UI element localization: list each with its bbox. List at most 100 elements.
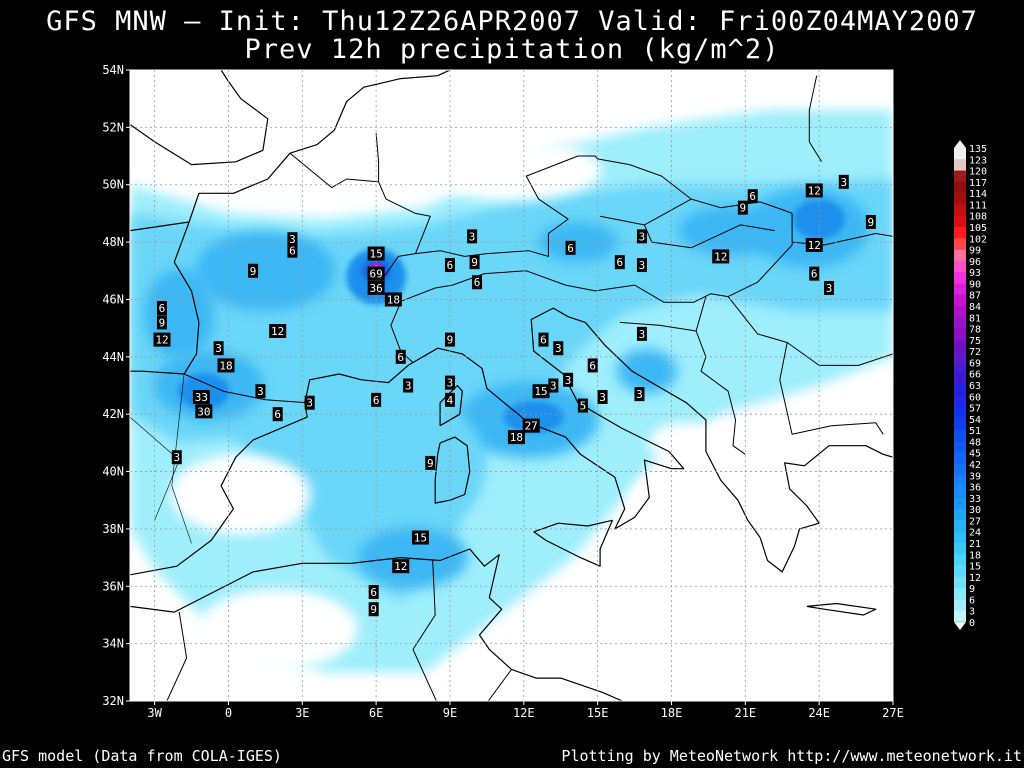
border-central-south (398, 213, 793, 303)
contour-label-text: 18 (510, 431, 523, 444)
colorbar-label: 90 (969, 279, 981, 290)
contour-label-box (805, 183, 823, 198)
plot-frame (129, 69, 894, 702)
contour-label-box (304, 395, 315, 410)
contour-label-text: 15 (414, 532, 427, 545)
contour-label: 9 (444, 332, 455, 347)
precip-core-ukraine (793, 199, 846, 240)
contour-label: 12 (269, 324, 287, 339)
contour-label: 9 (368, 602, 379, 617)
contour-label: 6 (368, 585, 379, 600)
contour-label-text: 3 (257, 385, 264, 398)
contour-label-text: 12 (714, 250, 727, 263)
contour-label-box (425, 455, 436, 470)
contour-label-text: 3 (555, 342, 562, 355)
lat-lon-grid (130, 70, 893, 701)
contour-label-text: 30 (197, 405, 210, 418)
x-tick-label: 3E (295, 706, 309, 720)
contour-label-text: 3 (306, 397, 313, 410)
contour-label: 6 (156, 301, 167, 316)
y-tick-label: 48N (102, 235, 124, 249)
colorbar-segment (954, 576, 966, 589)
coast-mediterranean-north (130, 307, 893, 576)
colorbar-segment (954, 317, 966, 330)
border-central-north (415, 155, 793, 257)
contour-labels: 1569361836912691231833303633636934915126… (153, 174, 876, 617)
colorbar-segment (954, 531, 966, 544)
contour-label-box (614, 255, 625, 270)
border-iberia-inland (171, 373, 192, 544)
contour-label-text: 18 (387, 293, 400, 306)
contour-label: 6 (565, 240, 576, 255)
colorbar-label: 120 (969, 167, 987, 178)
colorbar-segment (954, 418, 966, 431)
contour-label-box (195, 404, 213, 419)
x-tick-label: 6E (369, 706, 383, 720)
contour-label-box (565, 240, 576, 255)
colorbar-label: 102 (969, 234, 987, 245)
contour-label-box (838, 174, 849, 189)
contour-label: 15 (367, 246, 385, 261)
colorbar-label: 27 (969, 516, 981, 527)
contour-label-text: 6 (616, 256, 623, 269)
x-tick-label: 12E (513, 706, 535, 720)
colorbar-segment (954, 181, 966, 194)
contour-label-text: 15 (370, 248, 383, 261)
contour-label-text: 3 (405, 380, 412, 393)
colorbar-label: 99 (969, 246, 981, 257)
contour-label: 15 (411, 530, 429, 545)
y-tick-label: 32N (102, 694, 124, 708)
colorbar-label: 9 (969, 584, 975, 595)
contour-label: 12 (153, 332, 171, 347)
colorbar-segment (954, 543, 966, 555)
contour-label-text: 4 (447, 394, 454, 407)
contour-label-text: 3 (599, 391, 606, 404)
contour-label-box (248, 263, 259, 278)
coast-sicily (533, 519, 613, 567)
colorbar-segment (954, 159, 966, 172)
colorbar-label: 111 (969, 200, 987, 211)
contour-label-box (809, 266, 820, 281)
precip-core-sardinia (395, 410, 486, 521)
colorbar-segment (954, 430, 966, 442)
contour-label-text: 6 (540, 334, 547, 347)
contour-label: 6 (472, 275, 483, 290)
precipitation-field (130, 83, 893, 698)
colorbar-label: 108 (969, 212, 987, 223)
colorbar-segment (954, 475, 966, 488)
contour-label-box (538, 332, 549, 347)
precip-core-tunisia (358, 527, 469, 588)
colorbar-label: 45 (969, 449, 981, 460)
contour-label-box (192, 389, 210, 404)
contour-label: 33 (192, 389, 210, 404)
coast-baltic (696, 70, 697, 71)
contour-label: 3 (597, 389, 608, 404)
contour-label-box (367, 280, 385, 295)
x-tick-label: 27E (882, 706, 904, 720)
contour-label-text: 18 (219, 359, 232, 372)
colorbar-segment (954, 249, 966, 262)
dry-area-benelux (291, 83, 412, 144)
contour-label-box (737, 200, 748, 215)
coast-channel-northsea (130, 70, 451, 232)
contour-label: 3 (255, 384, 266, 399)
border-danube (786, 342, 893, 366)
contour-label-text: 9 (427, 457, 434, 470)
contour-label-text: 6 (447, 259, 454, 272)
contour-label-text: 12 (808, 184, 821, 197)
contour-label-box (368, 585, 379, 600)
colorbar-segment (954, 554, 966, 567)
contour-label-text: 6 (749, 190, 756, 203)
border-balkans-west (695, 296, 746, 455)
contour-label-box (411, 530, 429, 545)
colorbar-label: 81 (969, 313, 981, 324)
colorbar-segment (954, 328, 966, 341)
colorbar-label: 93 (969, 268, 981, 279)
contour-label: 3 (304, 395, 315, 410)
colorbar-label: 75 (969, 336, 981, 347)
contour-label-box (634, 387, 645, 402)
contour-label: 4 (444, 392, 455, 407)
colorbar-label: 48 (969, 437, 981, 448)
contour-label-text: 6 (397, 351, 404, 364)
